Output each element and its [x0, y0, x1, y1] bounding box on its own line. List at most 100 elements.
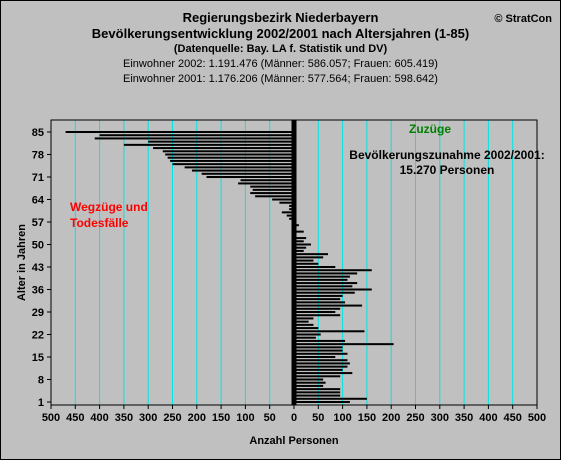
bar-age-47: [294, 253, 329, 256]
bar-age-45: [294, 259, 314, 262]
y-tick-label: 57: [32, 217, 44, 229]
bar-age-72: [201, 172, 294, 175]
bar-age-28: [294, 314, 341, 317]
bar-age-37: [294, 285, 353, 288]
y-tick-label: 22: [32, 330, 44, 342]
bar-age-35: [294, 291, 355, 294]
bar-age-36: [294, 288, 372, 291]
bar-series: [65, 131, 394, 403]
bar-age-3: [294, 394, 341, 397]
bar-age-52: [294, 237, 307, 240]
x-tick-label: 500: [528, 412, 546, 424]
x-tick-label: 100: [333, 412, 351, 424]
y-tick-label: 50: [32, 240, 44, 252]
bar-age-11: [294, 368, 343, 371]
bar-age-67: [252, 188, 294, 191]
y-tick-label: 43: [32, 262, 44, 274]
bar-age-6: [294, 384, 324, 387]
x-tick-label: 350: [115, 412, 133, 424]
bar-age-76: [170, 159, 294, 162]
bar-age-4: [294, 391, 341, 394]
bar-age-18: [294, 346, 343, 349]
bar-age-38: [294, 282, 358, 285]
bar-age-20: [294, 339, 346, 342]
bar-age-13: [294, 362, 350, 365]
bar-age-44: [294, 262, 319, 265]
bar-age-32: [294, 301, 346, 304]
bar-age-5: [294, 388, 341, 391]
y-tick-label: 29: [32, 307, 44, 319]
bar-age-85: [65, 131, 294, 133]
y-axis-label: Alter in Jahren: [16, 224, 28, 301]
bar-age-74: [184, 166, 294, 169]
bar-age-9: [294, 375, 341, 378]
y-tick-label: 8: [38, 375, 44, 387]
bar-age-65: [255, 195, 294, 198]
bar-age-60: [281, 211, 294, 214]
bar-age-1: [294, 401, 350, 403]
bar-age-8: [294, 378, 324, 381]
x-tick-label: 150: [358, 412, 376, 424]
bar-age-34: [294, 294, 343, 297]
bar-age-50: [294, 243, 312, 246]
bar-age-84: [99, 134, 294, 137]
population-2001: Einwohner 2001: 1.176.206 (Männer: 577.5…: [123, 73, 438, 85]
bar-age-71: [206, 176, 294, 178]
bar-age-40: [294, 275, 350, 278]
x-tick-label: 350: [455, 412, 473, 424]
bar-age-31: [294, 304, 363, 307]
bar-age-81: [123, 143, 295, 146]
x-tick-label: 450: [66, 412, 84, 424]
bar-age-82: [148, 140, 294, 143]
chart-labels: 500 450 400 350 300 250 200 150 100 50 0 50 100 150 20…: [16, 122, 546, 447]
bar-age-73: [191, 169, 294, 172]
population-2002: Einwohner 2002: 1.191.476 (Männer: 586.0…: [123, 58, 438, 70]
y-tick-label: 71: [32, 172, 44, 184]
bar-age-69: [238, 182, 294, 185]
x-tick-label: 0: [291, 412, 297, 424]
bar-age-46: [294, 256, 324, 259]
outflow-label: Wegzüge und: [70, 200, 148, 214]
bar-age-80: [153, 147, 294, 150]
bar-age-42: [294, 269, 372, 272]
bar-age-64: [272, 198, 294, 201]
bar-age-19: [294, 343, 394, 346]
bar-age-25: [294, 323, 314, 326]
y-tick-label: 64: [32, 195, 45, 207]
bar-age-7: [294, 381, 326, 384]
x-tick-label: 100: [236, 412, 254, 424]
bar-age-17: [294, 349, 343, 352]
bar-age-27: [294, 317, 314, 320]
bar-age-83: [94, 137, 295, 140]
bar-age-21: [294, 336, 316, 339]
bar-age-14: [294, 359, 348, 362]
bar-age-43: [294, 266, 336, 268]
bar-age-48: [294, 249, 304, 252]
bar-age-79: [162, 150, 294, 153]
bar-age-23: [294, 330, 365, 333]
x-tick-label: 50: [312, 412, 324, 424]
x-tick-label: 300: [139, 412, 157, 424]
bar-age-10: [294, 372, 353, 375]
y-tick-label: 85: [32, 127, 44, 139]
chart-subtitle: Bevölkerungsentwicklung 2002/2001 nach A…: [91, 26, 470, 41]
x-tick-label: 300: [431, 412, 449, 424]
y-tick-label: 36: [32, 285, 44, 297]
bar-age-63: [279, 201, 294, 204]
bar-age-16: [294, 352, 348, 355]
bar-age-33: [294, 298, 341, 301]
outflow-label: Todesfälle: [70, 216, 129, 230]
summary-label: Bevölkerungszunahme 2002/2001:: [349, 148, 544, 162]
bar-age-39: [294, 278, 348, 281]
bar-age-30: [294, 307, 341, 310]
x-tick-label: 400: [479, 412, 497, 424]
y-tick-label: 78: [32, 150, 44, 162]
bar-age-29: [294, 311, 336, 313]
x-tick-label: 200: [382, 412, 400, 424]
bar-age-54: [294, 230, 304, 233]
y-tick-label: 15: [32, 352, 44, 364]
bar-age-26: [294, 320, 309, 323]
credit-label: © StratCon: [494, 13, 552, 25]
